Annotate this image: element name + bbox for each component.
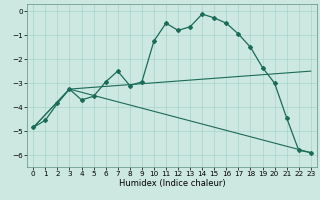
X-axis label: Humidex (Indice chaleur): Humidex (Indice chaleur) (119, 179, 225, 188)
